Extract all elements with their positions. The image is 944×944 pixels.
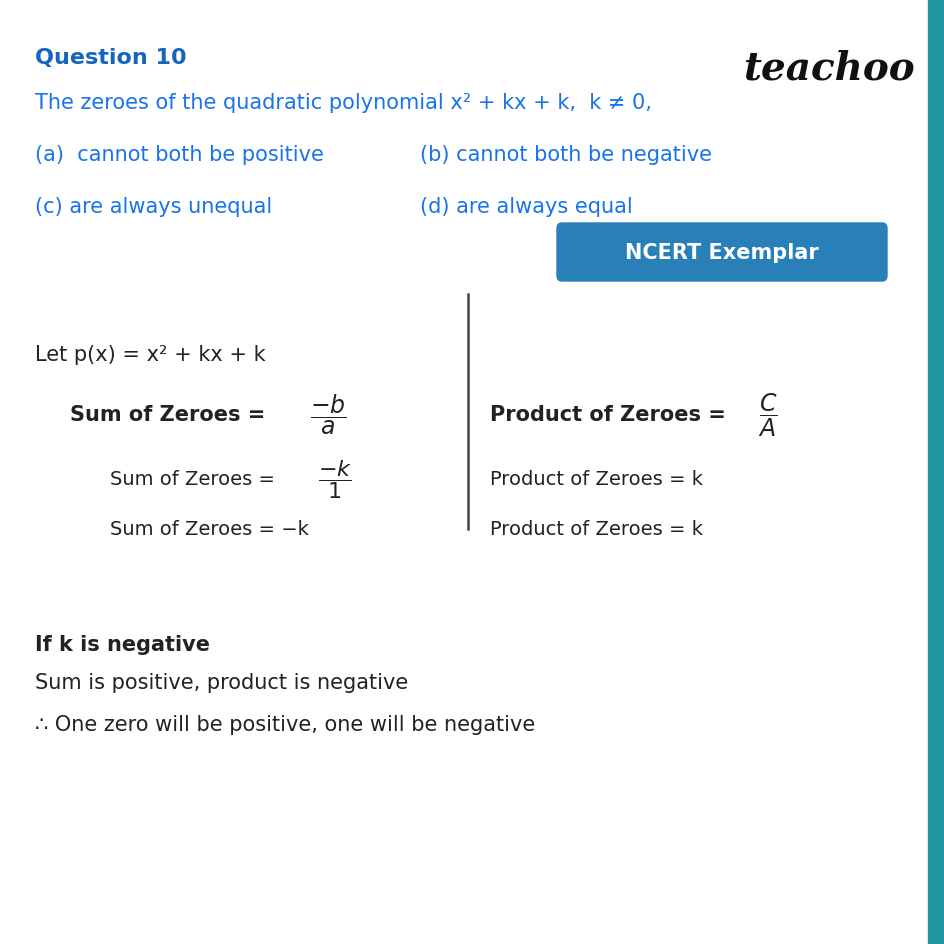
Text: If k is negative: If k is negative	[35, 634, 210, 654]
Text: The zeroes of the quadratic polynomial x² + kx + k,  k ≠ 0,: The zeroes of the quadratic polynomial x…	[35, 93, 651, 113]
Bar	[927, 0, 944, 944]
Text: $\dfrac{C}{A}$: $\dfrac{C}{A}$	[757, 391, 777, 438]
Text: Sum is positive, product is negative: Sum is positive, product is negative	[35, 672, 408, 692]
Text: Product of Zeroes =: Product of Zeroes =	[490, 405, 725, 425]
Text: (b) cannot both be negative: (b) cannot both be negative	[419, 144, 711, 165]
Text: Sum of Zeroes =: Sum of Zeroes =	[70, 405, 265, 425]
Text: teachoo: teachoo	[743, 50, 914, 88]
Text: Sum of Zeroes = −k: Sum of Zeroes = −k	[110, 520, 309, 539]
Text: ∴ One zero will be positive, one will be negative: ∴ One zero will be positive, one will be…	[35, 715, 534, 734]
Text: Question 10: Question 10	[35, 48, 186, 68]
Text: Product of Zeroes = k: Product of Zeroes = k	[490, 470, 702, 489]
Text: Let p(x) = x² + kx + k: Let p(x) = x² + kx + k	[35, 345, 265, 364]
Text: (c) are always unequal: (c) are always unequal	[35, 196, 272, 217]
FancyBboxPatch shape	[556, 224, 886, 281]
Text: Sum of Zeroes =: Sum of Zeroes =	[110, 470, 275, 489]
Text: NCERT Exemplar: NCERT Exemplar	[625, 243, 818, 262]
Text: (d) are always equal: (d) are always equal	[419, 196, 632, 217]
Text: (a)  cannot both be positive: (a) cannot both be positive	[35, 144, 324, 165]
Text: $\dfrac{-b}{a}$: $\dfrac{-b}{a}$	[310, 393, 346, 437]
Text: Product of Zeroes = k: Product of Zeroes = k	[490, 520, 702, 539]
Text: $\dfrac{-k}{1}$: $\dfrac{-k}{1}$	[318, 458, 352, 501]
